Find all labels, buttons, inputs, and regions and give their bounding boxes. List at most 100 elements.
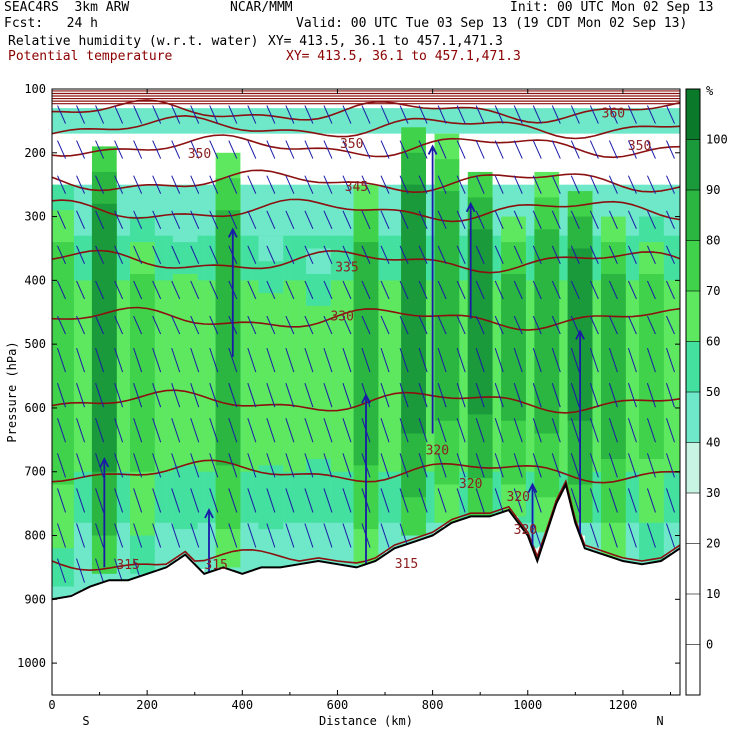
wind-vector [114,315,124,335]
wind-vector [114,523,124,548]
wind-vector [666,245,675,265]
wind-vector [646,140,656,159]
wind-vector [285,453,295,478]
colorbar-label: 50 [706,385,720,399]
wind-vector [228,105,238,124]
wind-vector [95,210,105,229]
humidity-cell [118,108,129,134]
wind-vector [666,175,675,194]
humidity-cell [270,108,281,134]
wind-vector [627,210,637,229]
wind-vector [57,383,66,408]
wind-vector [342,245,352,265]
contour-label: 350 [628,139,651,154]
wind-vector [133,140,143,159]
wind-vector [190,245,200,265]
colorbar-swatch [686,139,700,190]
wind-vector [418,210,428,229]
wind-vector [608,245,618,265]
wind-vector [114,488,124,513]
wind-vector [133,453,143,478]
colorbar-label: 20 [706,537,720,551]
wind-vector [190,140,200,159]
colorbar-swatch [686,594,700,645]
wind-vector [114,280,124,300]
humidity-cell [670,280,680,472]
wind-vector [532,488,542,513]
wind-vector [114,418,124,443]
humidity-column [258,293,284,466]
wind-vector [133,315,143,335]
wind-vector [608,105,618,124]
wind-vector [190,315,200,335]
updraft-arrowhead [204,507,214,519]
wind-vector [209,105,219,124]
wind-vector [228,175,238,194]
colorbar-swatch [686,341,700,392]
field2-xy: XY= 413.5, 36.1 to 457.1,471.3 [286,49,521,64]
humidity-cell [175,108,186,134]
wind-vector [589,383,599,408]
wind-vector [228,523,238,548]
wind-vector [608,347,618,373]
wind-vector [532,245,542,265]
wind-vector [247,418,257,443]
wind-vector [190,418,200,443]
humidity-cell [489,280,500,472]
humidity-field [52,108,680,599]
wind-vector [247,245,257,265]
wind-vector [323,315,333,335]
wind-vector [399,418,409,443]
wind-vector [608,523,618,548]
wind-vector [589,245,599,265]
wind-vector [266,105,276,124]
wind-vector [152,383,162,408]
wind-vector [209,280,219,300]
humidity-cell [537,108,548,134]
wind-vector [57,105,66,124]
contour-label: 320 [514,523,537,538]
wind-vector [627,523,637,548]
humidity-cell [90,108,101,134]
wind-vector [209,523,219,548]
wind-vector [171,140,181,159]
wind-vector [513,383,523,408]
colorbar-label: 30 [706,486,720,500]
wind-vector [513,347,523,373]
wind-vector [666,488,675,513]
wind-vector [513,315,523,335]
wind-vector [323,210,333,229]
wind-vector [152,453,162,478]
wind-vector [209,140,219,159]
wind-vector [76,175,86,194]
theta-contour-line [52,198,680,223]
wind-vector [247,523,257,548]
wind-vector [95,175,105,194]
wind-vector [285,347,295,373]
contour-labels: 360 350 350 350 345 335 330 320 320 320 320 315 315 3… [116,107,651,574]
humidity-cell [603,108,614,134]
wind-vector [304,453,314,478]
wind-vector [190,523,200,548]
wind-vector [399,140,409,159]
wind-vector [323,105,333,124]
wind-vector [285,488,295,513]
wind-vector [247,488,257,513]
wind-vector [646,488,656,513]
colorbar-swatch [686,392,700,443]
wind-vector [114,175,124,194]
wind-vectors [57,105,675,613]
wind-vector [380,523,390,548]
wind-vector [456,140,466,159]
valid-time: Valid: 00 UTC Tue 03 Sep 13 (19 CDT Mon … [296,16,688,31]
humidity-cell [52,108,63,134]
wind-vector [361,315,371,335]
wind-vector [646,383,656,408]
wind-vector [494,175,504,194]
wind-vector [171,280,181,300]
wind-vector [475,488,485,513]
wind-vector [475,418,485,443]
wind-vector [152,347,162,373]
wind-vector [76,488,86,513]
